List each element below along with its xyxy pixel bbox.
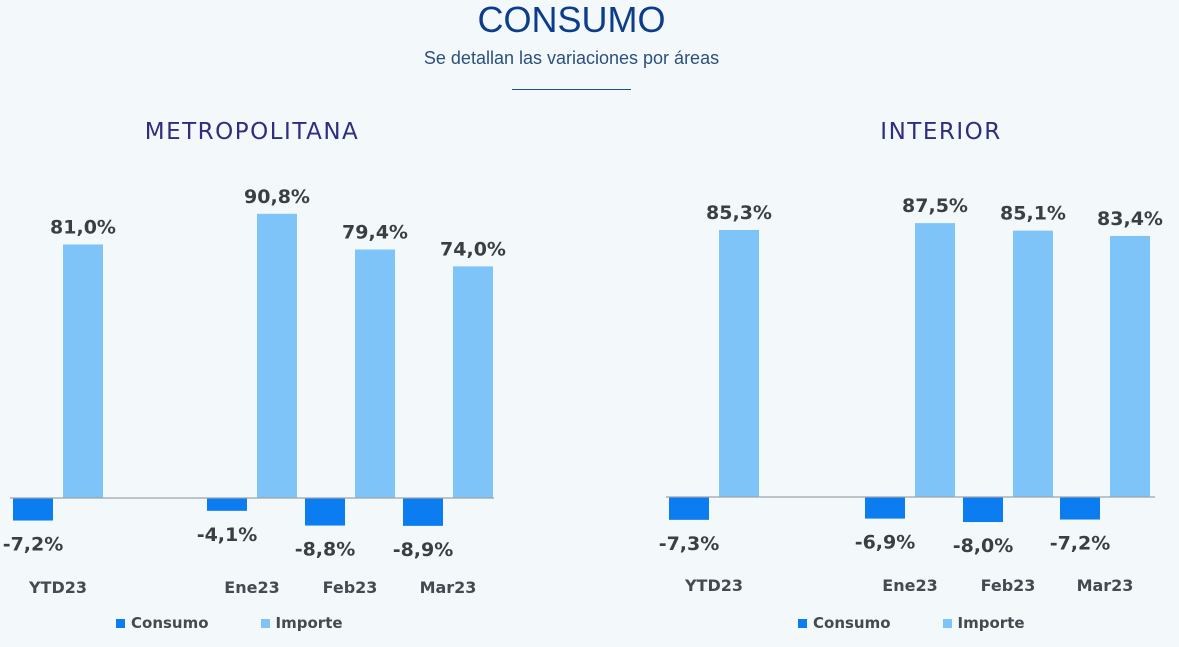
- interior-label-consumo-feb23: -8,0%: [953, 535, 1014, 557]
- metropolitana-category-ene23: Ene23: [224, 578, 279, 597]
- metropolitana-category-mar23: Mar23: [420, 578, 477, 597]
- legend-item-importe: Importe: [942, 614, 1025, 632]
- interior-label-consumo-mar23: -7,2%: [1050, 533, 1111, 555]
- legend-metropolitana: Consumo Importe: [116, 614, 343, 632]
- legend-item-importe: Importe: [260, 614, 343, 632]
- chart-title-metropolitana: METROPOLITANA: [144, 119, 360, 145]
- metropolitana-label-importe-mar23: 74,0%: [440, 238, 506, 260]
- interior-label-consumo-ene23: -6,9%: [855, 532, 916, 554]
- interior-label-importe-ytd23: 85,3%: [706, 202, 772, 224]
- metropolitana-bar-consumo-ytd23: [13, 498, 53, 521]
- interior-label-importe-mar23: 83,4%: [1097, 208, 1163, 230]
- interior-category-ytd23: YTD23: [684, 576, 743, 595]
- metropolitana-bar-importe-mar23: [453, 266, 493, 498]
- metropolitana-bar-consumo-feb23: [305, 498, 345, 526]
- interior-bar-importe-ytd23: [719, 230, 759, 498]
- interior-category-ene23: Ene23: [882, 576, 937, 595]
- interior-bar-importe-mar23: [1110, 235, 1150, 497]
- page-title: CONSUMO: [477, 0, 666, 40]
- page-subtitle: Se detallan las variaciones por áreas: [423, 48, 720, 68]
- metropolitana-bar-importe-ene23: [257, 213, 297, 498]
- metropolitana-label-importe-ene23: 90,8%: [244, 186, 310, 208]
- interior-label-importe-feb23: 85,1%: [1000, 203, 1066, 225]
- metropolitana-bar-consumo-ene23: [207, 498, 247, 511]
- legend-item-consumo: Consumo: [116, 614, 209, 632]
- legend-item-consumo: Consumo: [798, 614, 891, 632]
- interior-bar-consumo-ene23: [865, 497, 905, 519]
- metropolitana-label-consumo-feb23: -8,8%: [295, 539, 356, 561]
- metropolitana-category-feb23: Feb23: [323, 578, 378, 597]
- legend-label-importe: Importe: [957, 614, 1025, 632]
- legend-label-consumo: Consumo: [131, 614, 209, 632]
- legend-swatch-consumo: [116, 618, 125, 628]
- metropolitana-label-consumo-ytd23: -7,2%: [3, 534, 64, 556]
- legend-interior: Consumo Importe: [798, 614, 1025, 632]
- interior-label-importe-ene23: 87,5%: [902, 195, 968, 217]
- interior-bar-consumo-feb23: [963, 497, 1003, 523]
- interior-label-consumo-ytd23: -7,3%: [659, 533, 720, 555]
- metropolitana-label-consumo-ene23: -4,1%: [197, 524, 258, 546]
- chart-title-interior: INTERIOR: [880, 119, 1002, 145]
- legend-label-consumo: Consumo: [813, 614, 891, 632]
- metropolitana-bar-consumo-mar23: [403, 498, 443, 526]
- legend-swatch-importe: [942, 618, 952, 628]
- interior-bar-importe-ene23: [915, 223, 955, 497]
- interior-bar-consumo-mar23: [1060, 497, 1100, 520]
- interior-bar-importe-feb23: [1013, 230, 1053, 497]
- interior-bar-consumo-ytd23: [669, 497, 709, 520]
- legend-swatch-consumo: [798, 618, 807, 628]
- metropolitana-bar-importe-ytd23: [63, 244, 103, 498]
- interior-category-feb23: Feb23: [981, 576, 1036, 595]
- legend-swatch-importe: [260, 618, 270, 628]
- title-divider: [512, 89, 631, 90]
- metropolitana-label-importe-ytd23: 81,0%: [50, 216, 116, 238]
- metropolitana-bar-importe-feb23: [355, 249, 395, 498]
- metropolitana-label-importe-feb23: 79,4%: [342, 221, 408, 243]
- legend-label-importe: Importe: [275, 614, 343, 632]
- interior-category-mar23: Mar23: [1077, 576, 1134, 595]
- metropolitana-category-ytd23: YTD23: [28, 578, 87, 597]
- metropolitana-label-consumo-mar23: -8,9%: [393, 539, 454, 561]
